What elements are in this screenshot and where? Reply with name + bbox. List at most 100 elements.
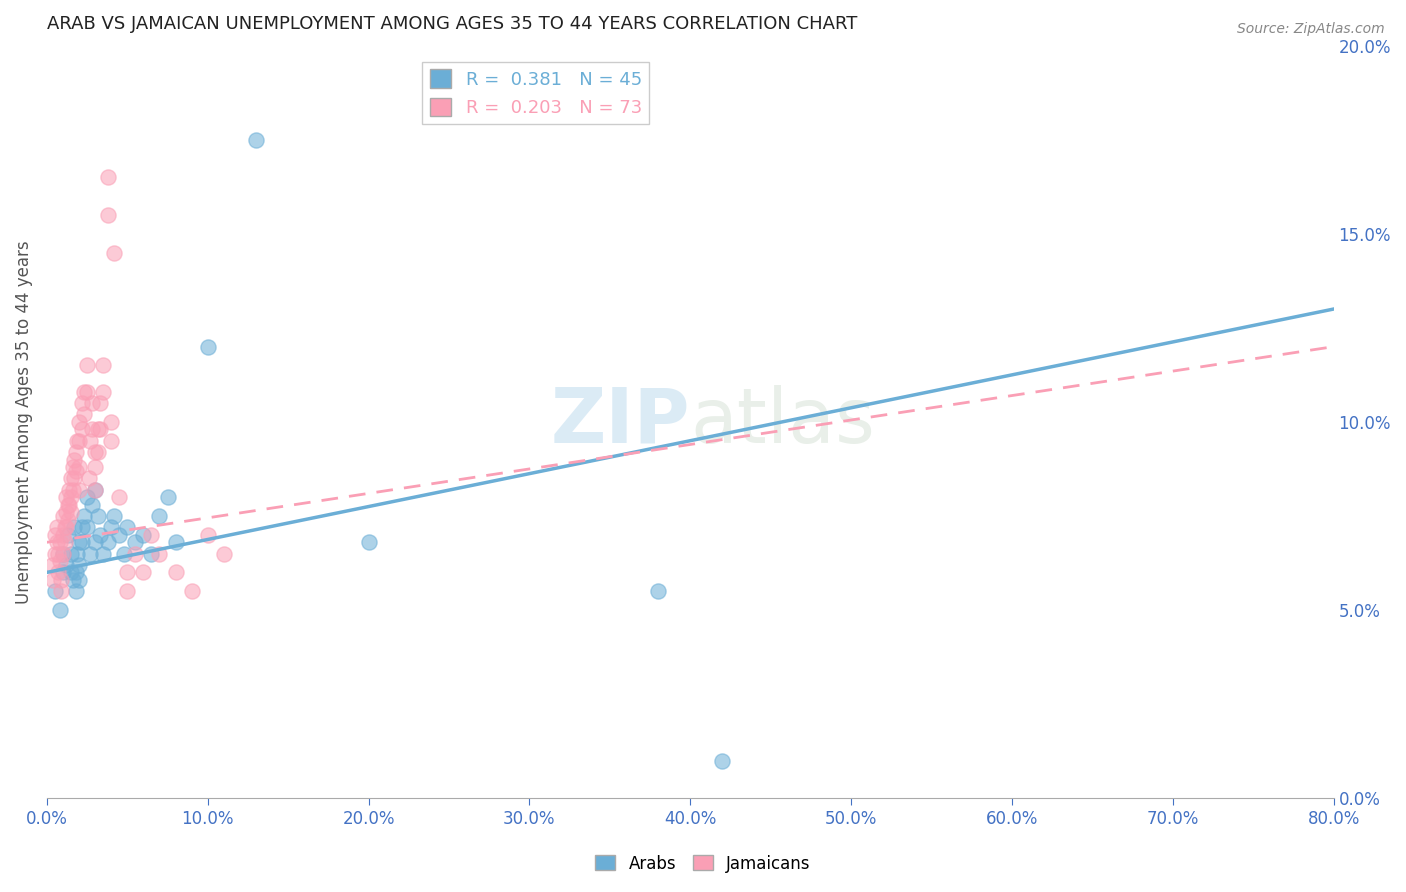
Point (79, 434, 101, 448)
Point (62, 573, 84, 587)
Point (108, 490, 131, 504)
Point (100, 415, 122, 429)
Point (63, 452, 86, 467)
Point (42, 573, 65, 587)
Text: ARAB VS JAMAICAN UNEMPLOYMENT AMONG AGES 35 TO 44 YEARS CORRELATION CHART: ARAB VS JAMAICAN UNEMPLOYMENT AMONG AGES… (46, 15, 858, 33)
Point (132, 566, 155, 580)
Point (49, 554, 72, 568)
Point (52, 528, 75, 542)
Point (65, 566, 87, 580)
Point (65, 445, 87, 459)
Legend: R =  0.381   N = 45, R =  0.203   N = 73: R = 0.381 N = 45, R = 0.203 N = 73 (422, 62, 650, 124)
Point (41, 558, 63, 572)
Point (52, 508, 75, 523)
Point (124, 535, 146, 549)
Point (357, 535, 380, 549)
Point (87, 508, 110, 523)
Point (65, 464, 87, 478)
Point (180, 584, 202, 599)
Point (55, 490, 77, 504)
Point (148, 508, 170, 523)
Point (63, 520, 86, 534)
Point (245, 133, 267, 147)
Point (62, 460, 84, 475)
Point (67, 434, 90, 448)
Point (76, 520, 98, 534)
Point (212, 547, 235, 561)
Point (197, 340, 219, 354)
Point (60, 471, 83, 485)
Point (67, 558, 90, 572)
Point (117, 584, 139, 599)
Point (63, 471, 86, 485)
Point (165, 535, 187, 549)
Point (84, 460, 107, 475)
Point (72, 422, 94, 436)
Point (67, 573, 90, 587)
Point (647, 584, 669, 599)
Point (67, 460, 90, 475)
Point (66, 547, 89, 561)
Point (80, 422, 103, 436)
Point (44, 584, 66, 599)
Y-axis label: Unemployment Among Ages 35 to 44 years: Unemployment Among Ages 35 to 44 years (15, 240, 32, 604)
Point (89, 528, 111, 542)
Point (49, 603, 72, 617)
Point (58, 498, 80, 512)
Point (52, 566, 75, 580)
Point (56, 528, 79, 542)
Point (132, 528, 155, 542)
Point (79, 547, 101, 561)
Text: ZIP: ZIP (551, 385, 690, 458)
Point (49, 535, 72, 549)
Point (46, 566, 69, 580)
Point (84, 535, 107, 549)
Point (97, 535, 120, 549)
Point (84, 445, 107, 459)
Point (66, 434, 89, 448)
Point (72, 535, 94, 549)
Point (76, 359, 98, 373)
Point (51, 584, 73, 599)
Point (58, 483, 80, 497)
Point (52, 547, 75, 561)
Point (45, 520, 67, 534)
Point (91, 547, 114, 561)
Point (56, 513, 79, 527)
Point (165, 566, 187, 580)
Point (55, 520, 77, 534)
Point (141, 528, 163, 542)
Point (97, 208, 120, 222)
Point (100, 434, 122, 448)
Point (67, 483, 90, 497)
Point (97, 170, 120, 185)
Point (72, 520, 94, 534)
Point (76, 490, 98, 504)
Legend: Arabs, Jamaicans: Arabs, Jamaicans (589, 848, 817, 880)
Point (73, 384, 96, 399)
Point (117, 520, 139, 534)
Point (62, 483, 84, 497)
Point (73, 508, 96, 523)
Point (53, 520, 76, 534)
Point (103, 508, 125, 523)
Point (103, 245, 125, 260)
Point (91, 384, 114, 399)
Point (76, 384, 98, 399)
Point (45, 535, 67, 549)
Text: atlas: atlas (690, 385, 875, 458)
Point (53, 535, 76, 549)
Point (60, 505, 83, 519)
Point (60, 566, 83, 580)
Point (44, 547, 66, 561)
Point (46, 547, 69, 561)
Point (156, 490, 179, 504)
Point (87, 422, 110, 436)
Point (89, 422, 111, 436)
Point (100, 520, 122, 534)
Point (112, 547, 135, 561)
Point (44, 528, 66, 542)
Point (55, 505, 77, 519)
Point (77, 471, 100, 485)
Point (84, 483, 107, 497)
